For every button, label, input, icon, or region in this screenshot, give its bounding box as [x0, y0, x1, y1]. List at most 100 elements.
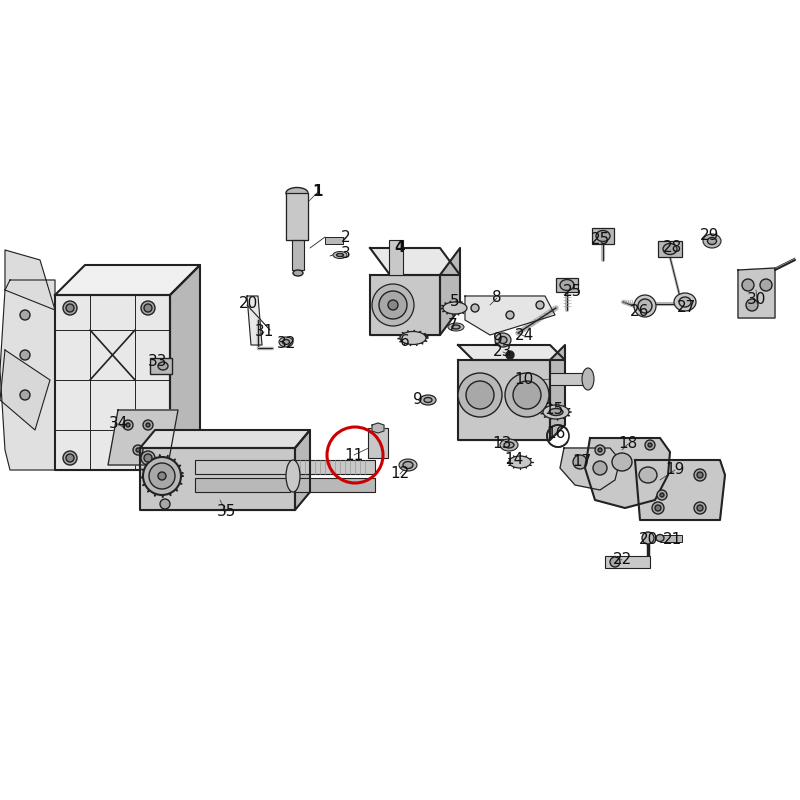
Text: 33: 33	[148, 354, 168, 370]
Polygon shape	[738, 268, 775, 318]
Polygon shape	[458, 360, 550, 440]
Ellipse shape	[639, 467, 657, 483]
Polygon shape	[0, 350, 50, 430]
Ellipse shape	[286, 187, 308, 198]
Ellipse shape	[149, 463, 175, 489]
Circle shape	[144, 304, 152, 312]
Bar	[592, 228, 614, 244]
Ellipse shape	[424, 398, 432, 402]
Ellipse shape	[674, 293, 696, 311]
Ellipse shape	[403, 462, 413, 469]
Ellipse shape	[443, 302, 467, 314]
Bar	[658, 241, 682, 257]
Polygon shape	[458, 345, 565, 360]
Polygon shape	[5, 250, 55, 310]
Ellipse shape	[549, 409, 563, 415]
Text: 21: 21	[662, 533, 682, 547]
Polygon shape	[370, 248, 460, 275]
Ellipse shape	[293, 270, 303, 276]
Text: 20: 20	[239, 297, 258, 311]
Polygon shape	[286, 193, 308, 240]
Ellipse shape	[388, 300, 398, 310]
Text: 28: 28	[662, 241, 682, 255]
Polygon shape	[140, 448, 295, 510]
Circle shape	[506, 351, 514, 359]
Circle shape	[505, 373, 549, 417]
Circle shape	[143, 420, 153, 430]
Circle shape	[123, 420, 133, 430]
Ellipse shape	[500, 439, 518, 451]
Text: 23: 23	[494, 345, 513, 359]
Circle shape	[66, 454, 74, 462]
Text: 13: 13	[492, 437, 512, 451]
Bar	[389, 240, 403, 275]
Text: 15: 15	[544, 402, 564, 418]
Ellipse shape	[333, 251, 347, 258]
Text: 2: 2	[341, 230, 351, 246]
Text: 9: 9	[493, 333, 503, 347]
Ellipse shape	[504, 442, 514, 448]
Ellipse shape	[279, 337, 293, 347]
Circle shape	[642, 532, 654, 544]
Bar	[295, 460, 375, 474]
Polygon shape	[440, 248, 460, 335]
Text: 30: 30	[747, 293, 766, 307]
Bar	[660, 535, 682, 542]
Polygon shape	[550, 345, 565, 440]
Ellipse shape	[679, 297, 691, 307]
Ellipse shape	[612, 453, 632, 471]
Text: 17: 17	[572, 454, 592, 470]
Circle shape	[144, 454, 152, 462]
Bar	[292, 240, 304, 270]
Circle shape	[536, 301, 544, 309]
Circle shape	[593, 461, 607, 475]
Ellipse shape	[499, 337, 507, 343]
Text: 19: 19	[666, 462, 685, 478]
Circle shape	[746, 299, 758, 311]
Polygon shape	[170, 265, 200, 470]
Bar	[556, 278, 578, 292]
Circle shape	[647, 472, 653, 478]
Bar	[605, 556, 650, 568]
Ellipse shape	[560, 279, 574, 290]
Circle shape	[598, 448, 602, 452]
Text: 9: 9	[413, 393, 423, 407]
Bar	[325, 237, 343, 244]
Ellipse shape	[656, 534, 664, 542]
Polygon shape	[370, 275, 440, 335]
Circle shape	[466, 381, 494, 409]
Circle shape	[63, 301, 77, 315]
Text: 26: 26	[630, 305, 650, 319]
Circle shape	[694, 502, 706, 514]
Circle shape	[506, 311, 514, 319]
Circle shape	[126, 423, 130, 427]
Bar	[195, 478, 290, 492]
Polygon shape	[585, 438, 670, 508]
Bar	[368, 428, 388, 458]
Circle shape	[694, 469, 706, 481]
Circle shape	[645, 440, 655, 450]
Circle shape	[652, 502, 664, 514]
Text: 11: 11	[344, 447, 364, 462]
Circle shape	[20, 350, 30, 360]
Ellipse shape	[703, 234, 721, 248]
Circle shape	[141, 451, 155, 465]
Text: 24: 24	[514, 329, 534, 343]
Text: 31: 31	[254, 325, 274, 339]
Polygon shape	[108, 410, 178, 465]
Circle shape	[63, 451, 77, 465]
Circle shape	[657, 490, 667, 500]
Ellipse shape	[372, 284, 414, 326]
Bar	[195, 460, 290, 474]
Text: 25: 25	[562, 285, 582, 299]
Ellipse shape	[282, 339, 290, 345]
Text: 1: 1	[313, 185, 323, 199]
Circle shape	[20, 310, 30, 320]
Circle shape	[610, 557, 620, 567]
Text: 5: 5	[450, 294, 460, 310]
Text: 12: 12	[390, 466, 410, 482]
Circle shape	[20, 390, 30, 400]
Text: 8: 8	[492, 290, 502, 306]
Polygon shape	[55, 265, 200, 295]
Text: 20: 20	[638, 533, 658, 547]
